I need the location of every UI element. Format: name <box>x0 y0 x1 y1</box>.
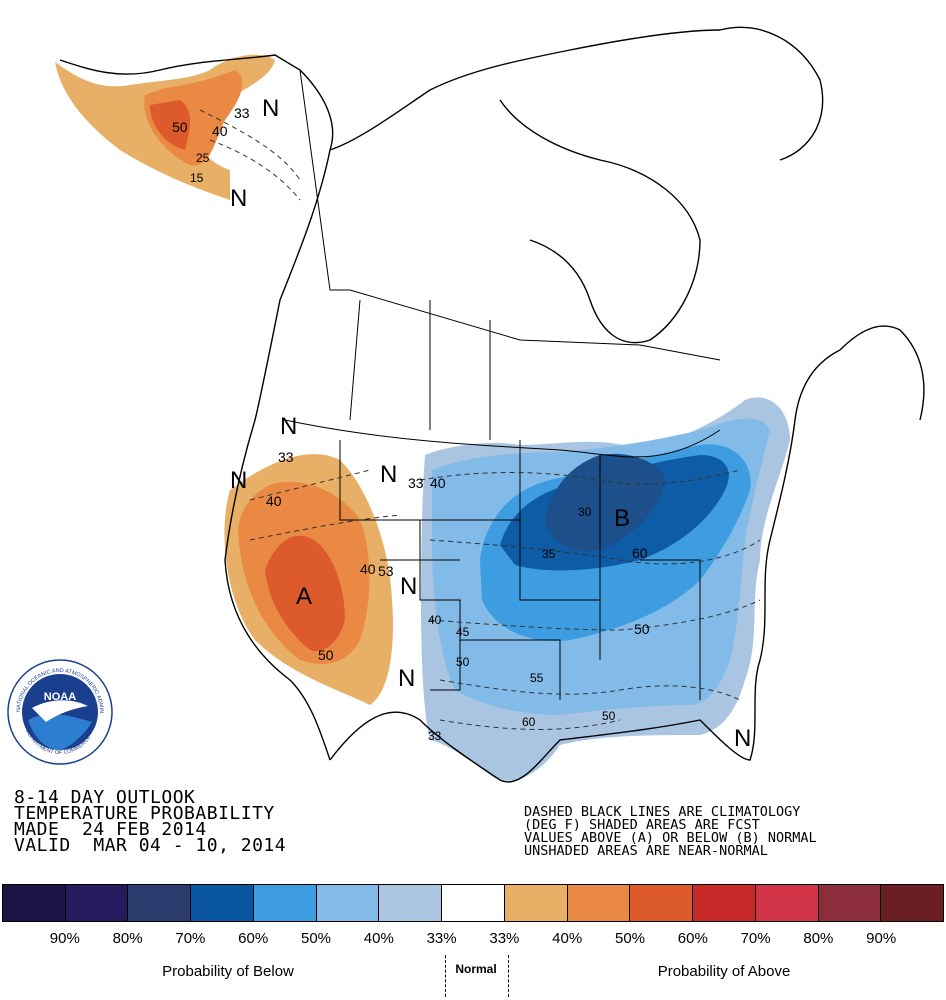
colorbar-swatch <box>379 885 443 921</box>
contour-label: 55 <box>530 671 544 685</box>
colorbar-tick-label: 40% <box>552 930 583 947</box>
normal-marker: N <box>230 185 247 212</box>
contour-label: 45 <box>456 625 470 639</box>
note-line-1: DASHED BLACK LINES ARE CLIMATOLOGY <box>524 804 801 820</box>
note-line-3: VALUES ABOVE (A) OR BELOW (B) NORMAL <box>524 830 817 846</box>
colorbar-swatch <box>442 885 505 921</box>
contour-label: 35 <box>542 547 556 561</box>
contour-label: 53 <box>378 563 394 579</box>
contour-label: 40 <box>266 493 282 509</box>
above-marker: A <box>296 583 312 610</box>
colorbar-swatch <box>3 885 66 921</box>
normal-marker: N <box>262 95 279 122</box>
colorbar-tick-label: 60% <box>677 930 708 947</box>
normal-marker: N <box>280 413 297 440</box>
above-category-label: Probability of Above <box>657 963 791 980</box>
normal-separator-right <box>508 955 509 997</box>
title-line-1: 8-14 DAY OUTLOOK <box>14 787 196 808</box>
normal-marker: N <box>400 573 417 600</box>
below-marker: B <box>614 505 630 532</box>
contour-label: 60 <box>632 545 648 561</box>
contour-label: 40 <box>212 123 228 139</box>
colorbar-tick-label: 80% <box>112 930 143 947</box>
colorbar-swatch <box>755 885 819 921</box>
contour-label: 33 <box>428 729 442 743</box>
colorbar-tick-label: 90% <box>49 930 80 947</box>
note-line-4: UNSHADED AREAS ARE NEAR-NORMAL <box>524 843 768 859</box>
colorbar-tick-label: 33% <box>489 930 520 947</box>
contour-label: 40 <box>428 613 442 627</box>
contour-label: 50 <box>602 709 616 723</box>
colorbar-swatch <box>128 885 192 921</box>
noaa-logo: NOAA NATIONAL OCEANIC AND ATMOSPHERIC AD… <box>6 658 113 765</box>
climatology-lines <box>199 109 761 730</box>
below-category-label: Probability of Below <box>162 963 294 980</box>
colorbar-tick-label: 50% <box>614 930 646 947</box>
colorbar-swatch <box>504 885 568 921</box>
colorbar-tick-label: 70% <box>740 930 771 947</box>
contour-label: 33 <box>408 475 424 491</box>
colorbar-tick-label: 90% <box>866 930 897 947</box>
title-line-2: TEMPERATURE PROBABILITY <box>14 803 275 824</box>
colorbar-swatch <box>881 885 944 921</box>
note-line-2: (DEG F) SHADED AREAS ARE FCST <box>524 817 760 833</box>
contour-label: 50 <box>172 119 188 135</box>
colorbar-swatch <box>253 885 317 921</box>
normal-marker: N <box>734 725 751 752</box>
colorbar-tick-label: 50% <box>300 930 332 947</box>
contour-label: 40 <box>360 561 376 577</box>
outlook-title-block: 8-14 DAY OUTLOOK TEMPERATURE PROBABILITY… <box>14 787 287 856</box>
colorbar-tick-label: 33% <box>426 930 457 947</box>
colorbar-swatch <box>818 885 882 921</box>
alaska-above-region <box>55 54 275 200</box>
west-above-region <box>224 454 393 705</box>
colorbar-tick-label: 60% <box>238 930 269 947</box>
normal-separator-left <box>445 955 446 997</box>
probability-ticks: 90% 80% 70% 60% 50% 40% 33% 33% 40% 50% 60% 70% 80% 9… <box>0 930 946 948</box>
contour-label: 50 <box>318 647 334 663</box>
contour-label: 33 <box>234 105 250 121</box>
contour-label: 60 <box>522 715 536 729</box>
map-labels: N N N N N N N N A B 50 40 33 25 15 40 33… <box>172 95 751 752</box>
colorbar-swatch <box>316 885 380 921</box>
title-line-4: VALID MAR 04 - 10, 2014 <box>14 835 287 856</box>
colorbar-swatch <box>630 885 694 921</box>
contour-label: 30 <box>578 505 592 519</box>
colorbar-swatch <box>191 885 254 921</box>
normal-category-label: Normal <box>455 962 497 976</box>
colorbar-swatch <box>693 885 756 921</box>
title-line-3: MADE 24 FEB 2014 <box>14 819 207 840</box>
contour-label: 50 <box>456 655 470 669</box>
contour-label: 50 <box>634 621 650 637</box>
contour-label: 33 <box>278 449 294 465</box>
contour-label: 15 <box>190 171 204 185</box>
contour-label: 25 <box>196 151 210 165</box>
normal-marker: N <box>380 461 397 488</box>
noaa-logo-text: NOAA <box>44 691 76 703</box>
outlook-map: N N N N N N N N A B 50 40 33 25 15 40 33… <box>55 26 925 783</box>
east-below-region <box>420 397 790 781</box>
colorbar-tick-label: 80% <box>803 930 834 947</box>
coastlines <box>59 26 925 783</box>
colorbar-tick-label: 70% <box>175 930 206 947</box>
colorbar-swatch <box>65 885 129 921</box>
normal-marker: N <box>398 665 415 692</box>
legend-note: DASHED BLACK LINES ARE CLIMATOLOGY (DEG … <box>524 804 817 859</box>
normal-marker: N <box>230 467 247 494</box>
colorbar-swatch <box>567 885 631 921</box>
contour-label: 40 <box>430 475 446 491</box>
political-borders <box>284 69 721 700</box>
probability-colorbar <box>2 884 944 922</box>
colorbar-tick-label: 40% <box>363 930 394 947</box>
